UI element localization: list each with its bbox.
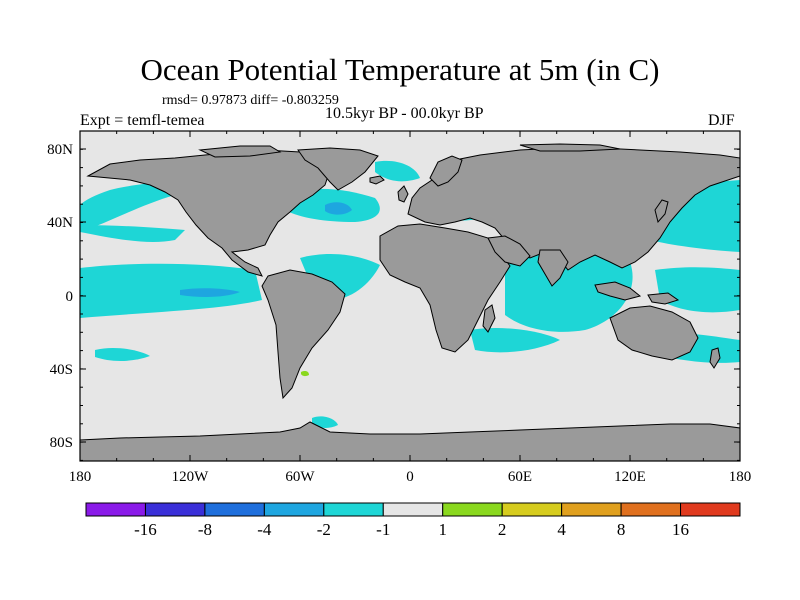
colorbar-label: 4 xyxy=(557,520,566,539)
colorbar-label: 2 xyxy=(498,520,507,539)
japan xyxy=(654,199,669,224)
new-zealand xyxy=(709,347,721,369)
south-pacific-patch xyxy=(95,347,150,361)
x-tick-label: 60E xyxy=(508,469,532,485)
south-america xyxy=(261,269,346,400)
x-tick-label: 180 xyxy=(729,469,752,485)
period-text: 10.5kyr BP - 00.0kyr BP xyxy=(325,105,484,122)
land-masses xyxy=(79,143,741,462)
colorbar-label: -8 xyxy=(198,520,212,539)
colorbar-swatch xyxy=(85,502,146,517)
y-axis-labels: 80N 40N 0 40S 80S xyxy=(47,142,73,451)
southeast-asia-islands xyxy=(594,281,642,301)
tropical-pacific-anomaly xyxy=(80,263,262,318)
x-tick-label: 60W xyxy=(285,469,315,485)
colorbar-label: 16 xyxy=(672,520,689,539)
arctic-atlantic-patch xyxy=(375,160,420,182)
colorbar-label: -1 xyxy=(376,520,390,539)
y-tick-label: 0 xyxy=(66,289,74,305)
colorbar-swatch xyxy=(382,502,444,517)
colorbar-label: -4 xyxy=(257,520,272,539)
antarctic-patch xyxy=(312,416,338,428)
greenland xyxy=(297,147,379,191)
uk xyxy=(397,185,409,203)
colorbar-swatch xyxy=(204,502,265,517)
colorbar-swatch xyxy=(620,502,682,517)
madagascar xyxy=(482,304,496,333)
new-guinea xyxy=(647,292,680,305)
x-tick-label: 120W xyxy=(172,469,210,485)
plot-title: Ocean Potential Temperature at 5m (in C) xyxy=(140,52,660,87)
colorbar-swatch xyxy=(501,502,563,517)
experiment-label: Expt = temfl-temea xyxy=(80,112,205,129)
australia xyxy=(609,305,699,361)
scandinavia xyxy=(429,155,463,187)
antarctica xyxy=(79,421,741,462)
colorbar-swatch xyxy=(323,502,384,517)
season-label: DJF xyxy=(708,112,735,129)
north-pacific-band xyxy=(80,225,185,243)
colorbar-label: 1 xyxy=(438,520,447,539)
southwest-atlantic-warm xyxy=(301,371,309,377)
colorbar-label: 8 xyxy=(617,520,626,539)
colorbar-label: -16 xyxy=(134,520,157,539)
y-tick-label: 80S xyxy=(50,435,73,451)
gulf-stream-core xyxy=(325,202,352,215)
arctic-islands-russia xyxy=(519,143,621,152)
iceland xyxy=(369,175,385,185)
colorbar-labels: -16 -8 -4 -2 -1 1 2 4 8 16 xyxy=(134,520,689,539)
arctic-islands-canada xyxy=(198,145,282,158)
x-axis-labels: 180 120W 60W 0 60E 120E 180 xyxy=(69,469,752,485)
india xyxy=(537,249,569,287)
colorbar-boxes xyxy=(85,502,741,517)
south-indian-patch xyxy=(470,328,560,353)
x-tick-label: 0 xyxy=(406,469,414,485)
arabia xyxy=(487,235,531,267)
north-pacific-anomaly xyxy=(80,182,180,232)
colorbar-swatch xyxy=(680,502,741,517)
axis-ticks xyxy=(79,130,741,461)
eurasia xyxy=(407,147,741,271)
indian-ocean-anomaly xyxy=(505,251,633,332)
stats-text: rmsd= 0.97873 diff= -0.803259 xyxy=(162,93,339,108)
colorbar-swatch xyxy=(144,502,206,517)
colorbar-label: -2 xyxy=(317,520,331,539)
y-tick-label: 40S xyxy=(50,362,73,378)
y-tick-label: 40N xyxy=(47,215,73,231)
colorbar-swatch xyxy=(561,502,622,517)
colorbar-swatch xyxy=(442,502,503,517)
colorbar-swatch xyxy=(263,502,325,517)
equatorial-pacific-core xyxy=(180,288,240,297)
africa xyxy=(379,223,511,353)
x-tick-label: 120E xyxy=(614,469,646,485)
y-tick-label: 80N xyxy=(47,142,73,158)
x-tick-label: 180 xyxy=(69,469,92,485)
